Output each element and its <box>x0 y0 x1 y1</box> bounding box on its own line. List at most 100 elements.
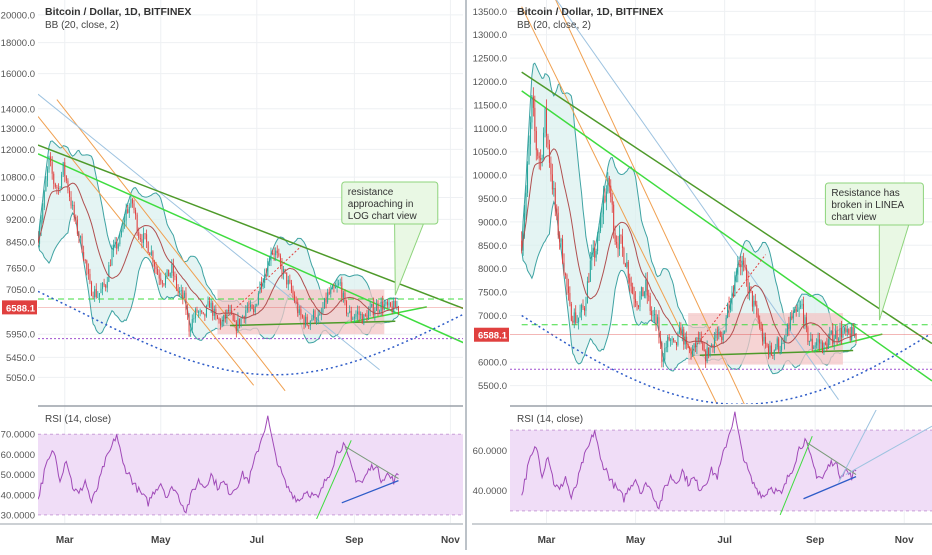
candle-body <box>40 219 42 231</box>
candle-body <box>537 150 539 156</box>
candle-body <box>364 314 366 316</box>
annotation-line: resistance <box>348 187 394 198</box>
candle-body <box>621 236 623 248</box>
trendline-dark-green <box>521 71 932 345</box>
rsi-tick-label: 50.0000 <box>1 470 35 481</box>
candle-body <box>261 282 263 287</box>
candle-body <box>281 263 283 275</box>
candle-body <box>709 347 711 355</box>
candle-body <box>538 155 540 159</box>
candle-body <box>595 251 597 258</box>
candle-body <box>108 265 110 282</box>
candle-body <box>696 337 698 348</box>
candle-body <box>694 343 696 348</box>
candle-body <box>699 338 701 340</box>
candle-body <box>141 239 143 243</box>
candle-body <box>317 314 319 322</box>
candle-body <box>358 311 360 315</box>
candle-body <box>798 307 800 310</box>
candle-body <box>153 262 155 267</box>
x-tick-label: Mar <box>56 535 74 546</box>
candle-body <box>525 192 527 214</box>
rsi-tick-label: 60.0000 <box>1 450 35 461</box>
candle-body <box>602 195 604 215</box>
candle-body <box>579 312 581 318</box>
candle-body <box>218 318 220 320</box>
candle-body <box>773 350 775 356</box>
candle-body <box>100 288 102 294</box>
candle-body <box>620 234 622 237</box>
candle-body <box>138 232 140 239</box>
candle-body <box>759 319 761 328</box>
candle-body <box>275 250 277 256</box>
candle-body <box>139 238 141 240</box>
candle-body <box>594 247 596 258</box>
candle-body <box>368 311 370 320</box>
y-tick-label: 6000.0 <box>478 358 507 369</box>
candle-body <box>72 204 74 206</box>
candle-body <box>250 304 251 308</box>
candle-body <box>212 302 214 316</box>
y-tick-label: 11500.0 <box>473 100 507 111</box>
candle-body <box>746 267 748 279</box>
candle-body <box>629 277 631 283</box>
candle-body <box>102 283 104 289</box>
candle-body <box>563 262 565 274</box>
candle-body <box>781 343 783 351</box>
annotation-line: chart view <box>831 212 877 223</box>
candle-body <box>201 310 203 313</box>
candle-body <box>570 303 572 321</box>
candle-body <box>54 183 56 187</box>
rsi-tick-label: 60.0000 <box>473 446 507 457</box>
x-tick-label: Sep <box>345 535 363 546</box>
candle-body <box>819 339 821 344</box>
candle-body <box>220 319 222 326</box>
rsi-pane <box>510 410 932 516</box>
candle-body <box>559 235 561 242</box>
candle-body <box>805 317 807 328</box>
rsi-label: RSI (14, close) <box>517 414 583 425</box>
candle-body <box>142 233 144 243</box>
y-tick-label: 7500.0 <box>478 288 507 299</box>
candle-body <box>792 312 794 319</box>
candle-body <box>89 273 91 283</box>
candle-body <box>150 251 152 255</box>
candle-body <box>788 323 790 329</box>
candle-body <box>738 264 740 266</box>
candle-body <box>582 305 584 308</box>
candle-body <box>630 282 632 287</box>
candle-body <box>521 240 523 251</box>
candle-body <box>817 339 819 343</box>
candle-body <box>270 253 272 261</box>
candle-body <box>253 308 255 313</box>
y-tick-label: 16000.0 <box>1 69 35 80</box>
candle-body <box>765 336 767 344</box>
candle-body <box>779 350 781 352</box>
indicator-label: BB (20, close, 2) <box>45 20 119 31</box>
trendline-orange-2 <box>56 99 286 392</box>
candle-body <box>344 292 346 302</box>
rsi-trend-up <box>316 440 352 520</box>
y-tick-label: 12000.0 <box>1 145 35 156</box>
candle-body <box>325 298 327 303</box>
candle-body <box>292 290 294 295</box>
x-tick-label: Jul <box>717 535 732 546</box>
candle-body <box>232 313 234 321</box>
wedge-support-line <box>344 306 427 325</box>
y-tick-label: 10000.0 <box>1 193 35 204</box>
candle-body <box>600 217 602 232</box>
candle-body <box>229 310 231 312</box>
rsi-trend-up <box>779 436 813 516</box>
candle-body <box>97 296 99 298</box>
candle-body <box>319 314 321 316</box>
candle-body <box>671 338 673 340</box>
candle-body <box>331 286 333 290</box>
candle-body <box>124 220 126 223</box>
candle-body <box>611 196 613 205</box>
candle-body <box>174 275 176 277</box>
candle-body <box>658 317 660 339</box>
candle-body <box>643 291 645 297</box>
last-price-badge <box>2 300 37 315</box>
candle-body <box>83 252 85 260</box>
candle-body <box>735 274 737 276</box>
